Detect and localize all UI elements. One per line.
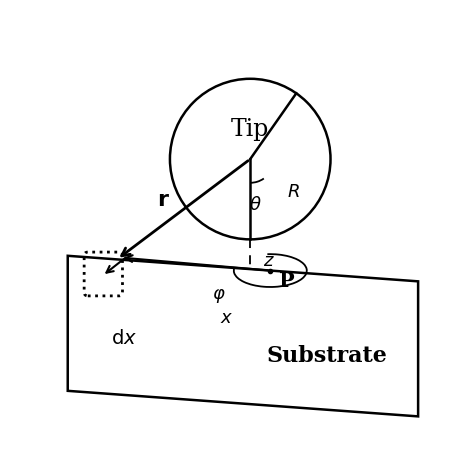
Text: P: P: [279, 271, 295, 292]
Text: $R$: $R$: [287, 183, 300, 201]
Text: $z$: $z$: [263, 252, 275, 270]
Text: $\mathrm{d}x$: $\mathrm{d}x$: [111, 329, 137, 348]
Polygon shape: [68, 256, 418, 416]
Text: $\varphi$: $\varphi$: [212, 287, 226, 305]
Text: $\mathbf{r}$: $\mathbf{r}$: [157, 189, 170, 211]
Text: Tip: Tip: [231, 118, 269, 141]
Text: $x$: $x$: [220, 309, 233, 327]
Text: $\theta$: $\theta$: [249, 196, 262, 214]
Text: Substrate: Substrate: [266, 345, 387, 367]
